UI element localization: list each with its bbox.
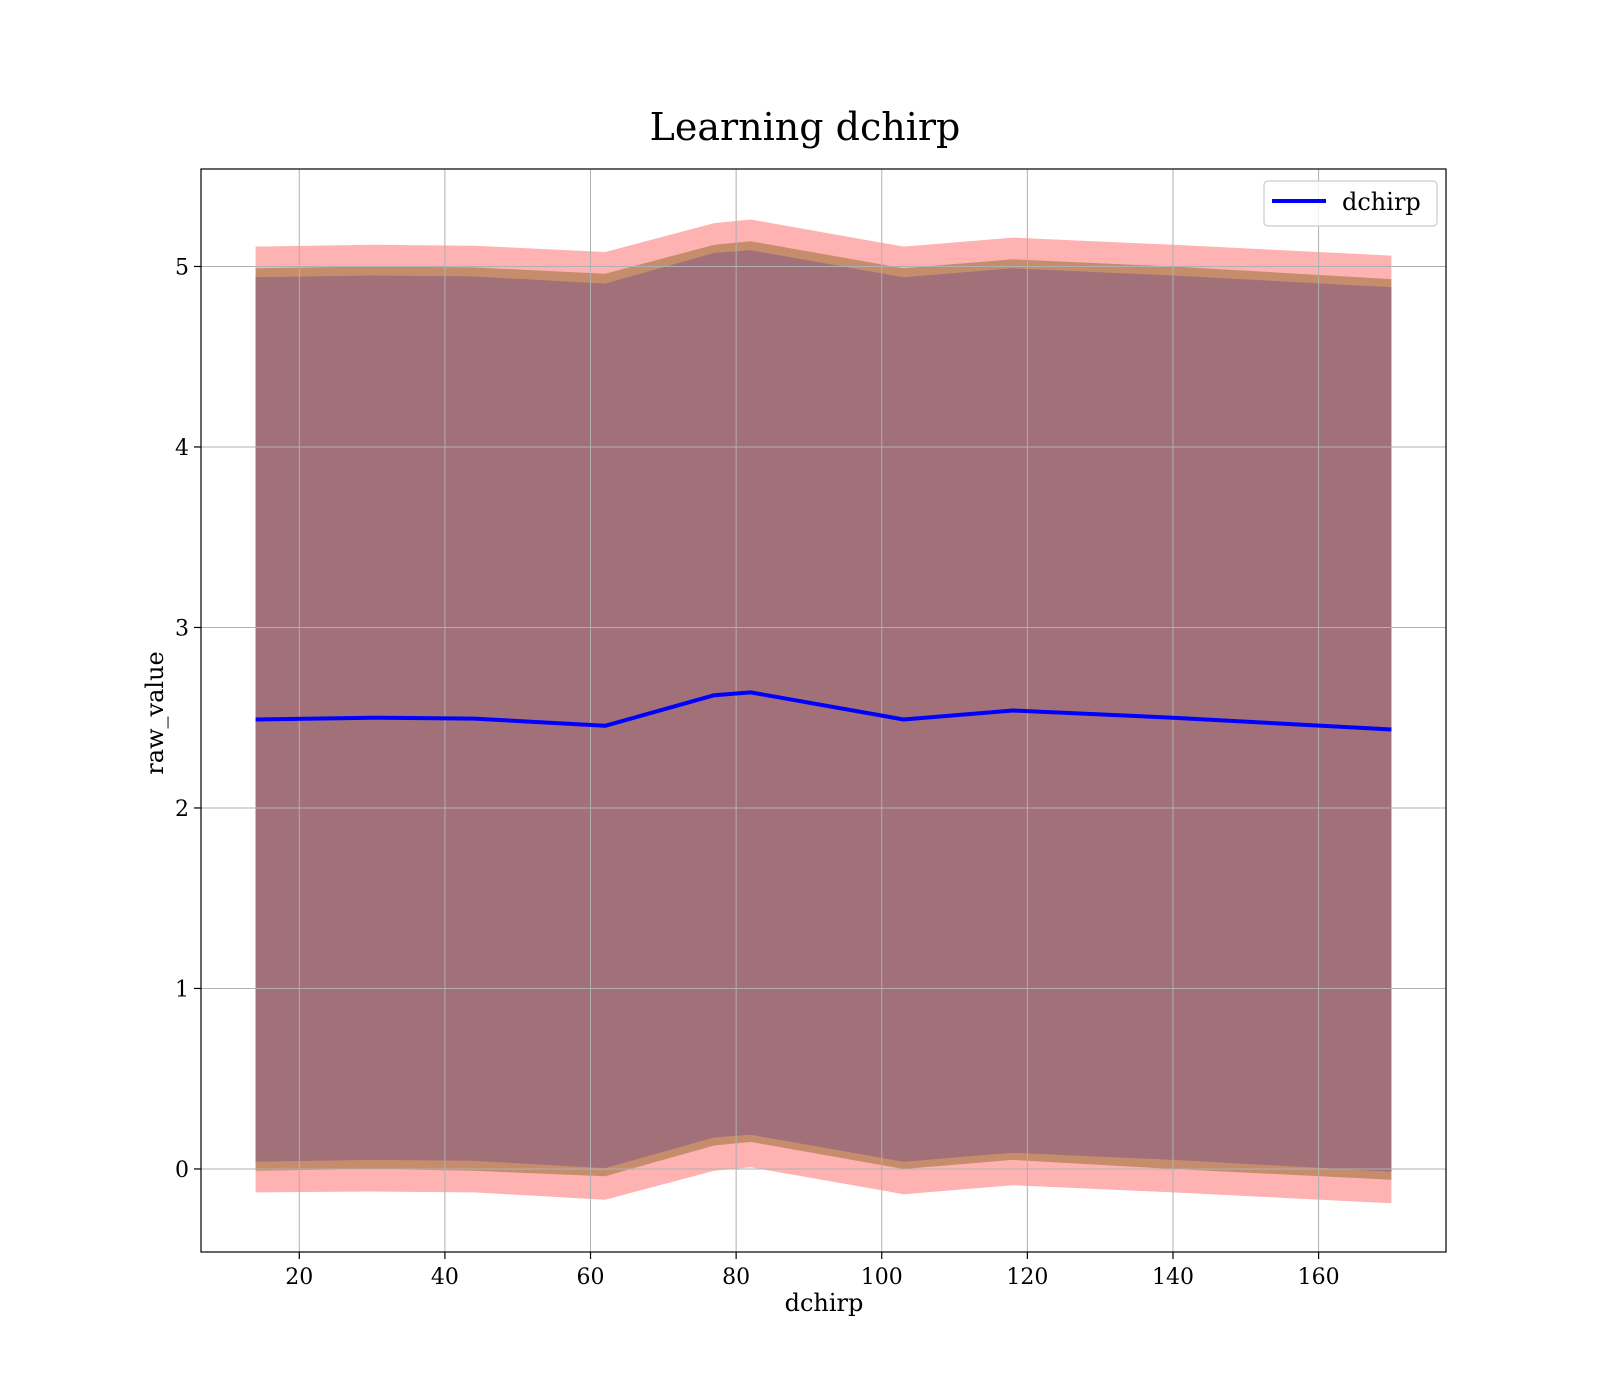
x-tick-label: 100 xyxy=(861,1265,903,1290)
y-tick-label: 2 xyxy=(175,797,189,822)
legend: dchirp xyxy=(1263,180,1438,227)
confidence-bands xyxy=(255,219,1392,1204)
x-tick-label: 120 xyxy=(1006,1265,1048,1290)
y-tick-label: 5 xyxy=(175,255,189,280)
confidence-band-2 xyxy=(255,250,1392,1172)
x-tick-label: 140 xyxy=(1152,1265,1194,1290)
y-tick-label: 0 xyxy=(175,1158,189,1183)
plot-frame xyxy=(200,168,1447,1253)
ticks: 20 40 60 80 100 120 140 160 0 1 2 3 4 5 xyxy=(175,255,1340,1290)
x-tick-label: 60 xyxy=(577,1265,605,1290)
x-tick-label: 40 xyxy=(431,1265,459,1290)
x-tick-label: 20 xyxy=(285,1265,313,1290)
y-tick-label: 1 xyxy=(175,977,189,1002)
y-tick-label: 4 xyxy=(175,436,189,461)
series-line-0 xyxy=(255,690,1392,732)
x-tick-label: 80 xyxy=(722,1265,750,1290)
y-axis-label: raw_value xyxy=(141,651,169,775)
y-tick-label: 3 xyxy=(175,616,189,641)
grid xyxy=(201,169,1446,1252)
series-lines xyxy=(255,690,1392,732)
x-axis-label: dchirp xyxy=(785,1289,864,1317)
legend-label: dchirp xyxy=(1342,188,1421,216)
x-tick-label: 160 xyxy=(1298,1265,1340,1290)
chart-title: Learning dchirp xyxy=(650,105,961,149)
legend-box xyxy=(1263,180,1438,227)
